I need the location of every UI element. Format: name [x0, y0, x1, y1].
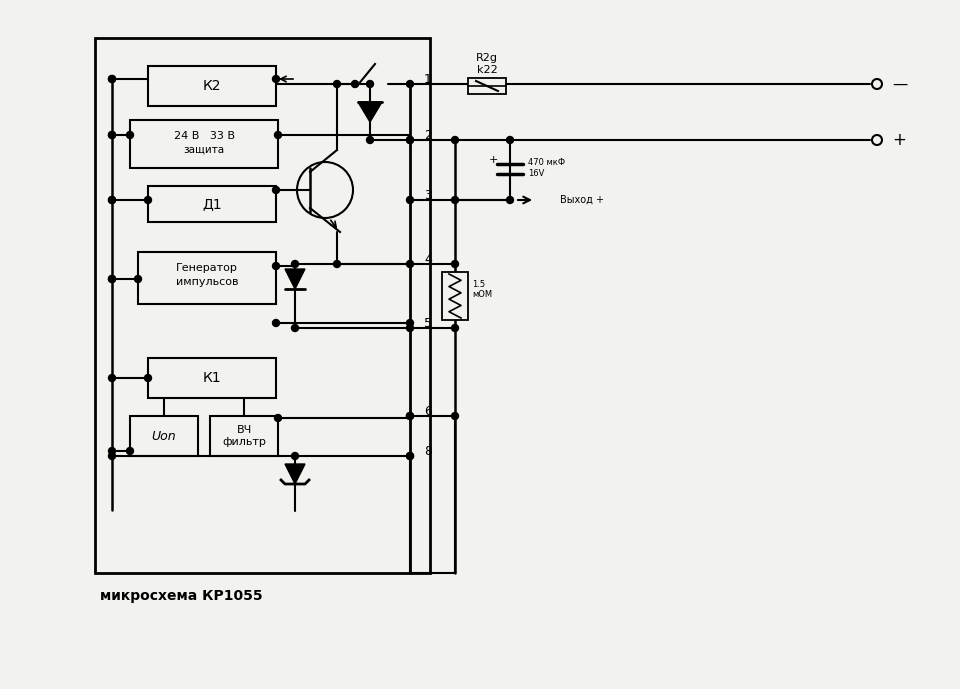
Circle shape	[273, 187, 279, 194]
Circle shape	[872, 79, 882, 89]
Circle shape	[108, 276, 115, 282]
Text: К2: К2	[203, 79, 221, 93]
Text: 3: 3	[424, 189, 432, 201]
Circle shape	[275, 132, 281, 138]
Circle shape	[451, 413, 459, 420]
Polygon shape	[358, 102, 382, 122]
Circle shape	[145, 196, 152, 203]
Text: 1: 1	[424, 72, 432, 85]
Text: Выход +: Выход +	[560, 195, 604, 205]
Circle shape	[406, 196, 414, 203]
Bar	[130, 120, 278, 168]
Circle shape	[273, 76, 279, 83]
Circle shape	[127, 132, 133, 138]
Circle shape	[451, 325, 459, 331]
Text: микросхема КР1055: микросхема КР1055	[100, 589, 263, 603]
Bar	[148, 358, 276, 398]
Circle shape	[367, 81, 373, 88]
Circle shape	[108, 76, 115, 83]
Circle shape	[127, 447, 133, 455]
Text: мОМ: мОМ	[472, 289, 492, 298]
Text: R2g: R2g	[476, 53, 498, 63]
Text: 4: 4	[424, 252, 432, 265]
Circle shape	[108, 453, 115, 460]
Circle shape	[333, 81, 341, 88]
Bar	[138, 252, 276, 304]
Text: +: +	[489, 155, 498, 165]
Circle shape	[275, 415, 281, 422]
Circle shape	[367, 136, 373, 143]
Circle shape	[406, 81, 414, 88]
Text: 1.5: 1.5	[472, 280, 485, 289]
Circle shape	[406, 320, 414, 327]
Text: К1: К1	[203, 371, 222, 385]
Circle shape	[451, 196, 459, 203]
Circle shape	[507, 136, 514, 143]
Circle shape	[333, 260, 341, 267]
Bar	[468, 78, 506, 94]
Circle shape	[108, 76, 115, 83]
Text: 24 В   33 В: 24 В 33 В	[174, 131, 234, 141]
Text: фильтр: фильтр	[222, 437, 266, 447]
Circle shape	[507, 196, 514, 203]
Polygon shape	[285, 464, 305, 484]
Circle shape	[406, 453, 414, 460]
Text: 5: 5	[424, 316, 432, 329]
Bar	[148, 186, 276, 222]
Circle shape	[108, 196, 115, 203]
Text: 2: 2	[424, 129, 432, 141]
Circle shape	[108, 196, 115, 203]
Bar	[148, 66, 276, 106]
Text: 16V: 16V	[528, 169, 544, 178]
Text: импульсов: импульсов	[176, 277, 238, 287]
Bar	[442, 272, 468, 320]
Text: защита: защита	[183, 145, 225, 155]
Circle shape	[406, 136, 414, 143]
Text: —: —	[892, 76, 907, 92]
Circle shape	[406, 453, 414, 460]
Text: ВЧ: ВЧ	[236, 425, 252, 435]
Circle shape	[406, 413, 414, 420]
Text: Д1: Д1	[203, 197, 222, 211]
Circle shape	[273, 320, 279, 327]
Circle shape	[406, 325, 414, 331]
Circle shape	[872, 135, 882, 145]
Circle shape	[451, 136, 459, 143]
Circle shape	[297, 162, 353, 218]
Circle shape	[351, 81, 358, 88]
Circle shape	[108, 132, 115, 138]
Circle shape	[292, 453, 299, 460]
Circle shape	[108, 276, 115, 282]
Circle shape	[273, 263, 279, 269]
Polygon shape	[285, 269, 305, 289]
Text: +: +	[892, 131, 906, 149]
Circle shape	[451, 260, 459, 267]
Text: 8: 8	[424, 444, 432, 457]
Circle shape	[406, 136, 414, 143]
Text: k22: k22	[476, 65, 497, 75]
Circle shape	[406, 413, 414, 420]
Circle shape	[108, 447, 115, 455]
Text: Генератор: Генератор	[176, 263, 238, 273]
Circle shape	[108, 132, 115, 138]
Circle shape	[292, 325, 299, 331]
Text: 470 мкФ: 470 мкФ	[528, 158, 565, 167]
Circle shape	[292, 260, 299, 267]
Bar	[210, 416, 278, 456]
Circle shape	[406, 260, 414, 267]
Circle shape	[108, 375, 115, 382]
Bar	[130, 416, 198, 456]
Bar	[95, 38, 430, 573]
Text: 6: 6	[424, 404, 432, 418]
Text: Uon: Uon	[152, 429, 177, 442]
Circle shape	[134, 276, 141, 282]
Circle shape	[145, 375, 152, 382]
